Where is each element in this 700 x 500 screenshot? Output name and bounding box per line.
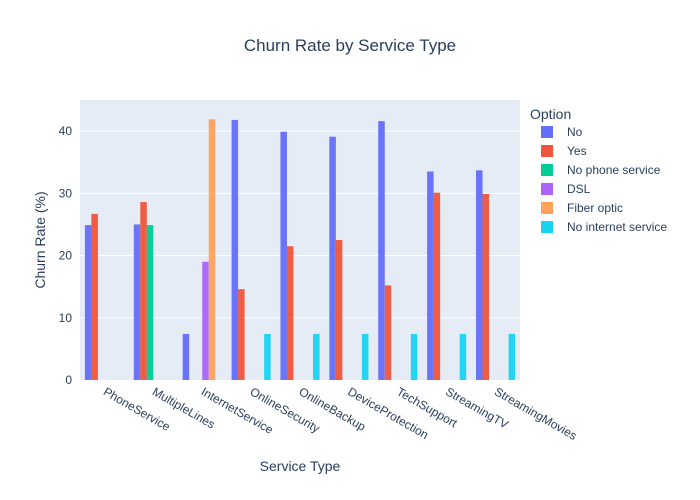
bar-no[interactable] (427, 171, 434, 380)
y-tick-label: 20 (59, 249, 73, 263)
bar-no[interactable] (84, 225, 92, 380)
legend-item-label[interactable]: Yes (567, 144, 587, 158)
bar-yes[interactable] (140, 202, 147, 380)
bar-no[interactable] (378, 121, 385, 381)
legend-swatch (541, 221, 553, 233)
bar-no[interactable] (329, 136, 336, 380)
x-tick-labels: PhoneServiceMultipleLinesInternetService… (101, 384, 579, 442)
legend-swatch (541, 145, 553, 157)
y-tick-label: 0 (65, 373, 72, 387)
legend-item-label[interactable]: Fiber optic (567, 201, 623, 215)
bar-yes[interactable] (286, 246, 294, 380)
y-tick-label: 40 (59, 124, 73, 138)
legend-item-label[interactable]: No phone service (567, 163, 661, 177)
y-tick-label: 10 (59, 311, 73, 325)
chart-title: Churn Rate by Service Type (244, 36, 456, 55)
bar-yes[interactable] (335, 240, 343, 380)
legend-item-label[interactable]: No internet service (567, 220, 667, 234)
bar-yes[interactable] (238, 289, 245, 380)
bar-no-internet-service[interactable] (313, 333, 320, 380)
bar-no-internet-service[interactable] (361, 333, 369, 380)
bar-no-internet-service[interactable] (264, 333, 271, 380)
legend-swatch (541, 126, 553, 138)
legend-title: Option (530, 106, 571, 122)
bar-no[interactable] (280, 131, 287, 380)
bar-yes[interactable] (91, 213, 98, 380)
bar-no[interactable] (133, 224, 141, 380)
bar-fiber-optic[interactable] (208, 119, 216, 381)
bar-no[interactable] (182, 333, 190, 380)
legend-swatch (541, 202, 553, 214)
y-tick-label: 30 (59, 186, 73, 200)
bars (84, 119, 516, 381)
x-axis-title: Service Type (260, 458, 341, 474)
bar-dsl[interactable] (202, 261, 209, 380)
x-tick-label: StreamingMovies (492, 384, 579, 442)
bar-no-internet-service[interactable] (410, 333, 418, 380)
bar-yes[interactable] (384, 285, 392, 380)
legend-swatch (541, 164, 553, 176)
bar-no[interactable] (231, 119, 239, 381)
bar-no-phone-service[interactable] (146, 225, 154, 380)
legend-item-label[interactable]: No (567, 125, 583, 139)
bar-no[interactable] (476, 170, 483, 380)
legend-swatch (541, 183, 553, 195)
bar-yes[interactable] (482, 193, 490, 380)
legend-item-label[interactable]: DSL (567, 182, 591, 196)
bar-yes[interactable] (433, 192, 441, 380)
y-tick-labels: 0 10 20 30 40 (59, 124, 73, 387)
y-axis-title: Churn Rate (%) (32, 191, 48, 288)
legend: Option No Yes No phone service DSL Fiber opt… (530, 106, 667, 234)
bar-no-internet-service[interactable] (508, 333, 516, 380)
bar-no-internet-service[interactable] (459, 333, 467, 380)
